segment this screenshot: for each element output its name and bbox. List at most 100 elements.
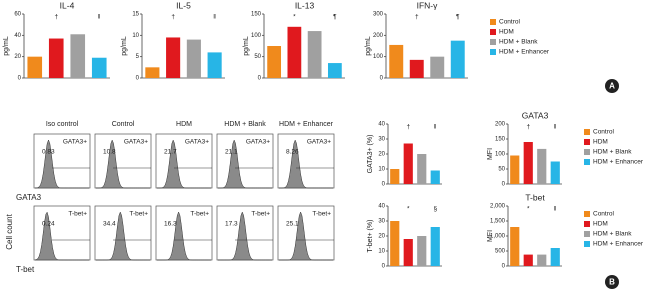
y-axis-label: GATA3+ (%) <box>367 135 374 174</box>
y-tick-label: 10 <box>378 167 385 173</box>
y-axis-label: pg/mL <box>243 36 250 56</box>
gate-value: 17.3 <box>225 221 238 228</box>
y-axis-label: T-bet+ (%) <box>367 220 374 253</box>
legend-label: HDM + Enhancer <box>593 241 644 248</box>
column-label: HDM <box>176 121 192 128</box>
y-tick-label: 30 <box>378 137 385 143</box>
panel-badge <box>605 275 619 289</box>
marker-label: T-bet <box>16 265 35 274</box>
chart-title: GATA3 <box>522 110 549 120</box>
y-axis-label: MFI <box>487 230 494 242</box>
bar <box>550 161 560 184</box>
bar <box>390 169 400 184</box>
bar <box>70 34 86 78</box>
gate-value: 0.83 <box>42 149 55 156</box>
y-tick-label: 100 <box>495 152 506 158</box>
y-tick-label: 200 <box>373 33 384 39</box>
flow-histogram <box>95 139 150 189</box>
gate-label: GATA3+ <box>307 139 331 146</box>
y-tick-label: 60 <box>14 12 21 18</box>
bar <box>145 67 160 78</box>
bar <box>267 46 282 78</box>
chart-title: IL-4 <box>60 0 75 10</box>
flow-y-label: Cell count <box>5 213 14 249</box>
bar <box>550 248 560 266</box>
gate-label: GATA3+ <box>63 139 87 146</box>
bar <box>166 37 181 78</box>
y-tick-label: 5 <box>136 54 140 60</box>
annotation: † <box>54 14 58 21</box>
panel-badge <box>605 79 619 93</box>
y-tick-label: 50 <box>498 167 505 173</box>
flow-frame <box>94 133 152 189</box>
annotation: † <box>406 124 410 131</box>
bar <box>186 39 201 78</box>
panel-label: A <box>609 82 615 91</box>
gate-value: 34.4 <box>103 221 116 228</box>
y-tick-label: 20 <box>378 152 385 158</box>
bar <box>430 56 445 78</box>
gate-value: 10.8 <box>103 149 116 156</box>
gate-label: GATA3+ <box>124 139 148 146</box>
bar <box>537 254 547 266</box>
y-axis-label: pg/mL <box>3 36 10 56</box>
annotation: ¶ <box>333 14 337 21</box>
chart-title: IL-5 <box>176 0 191 10</box>
y-tick-label: 2,000 <box>490 204 506 210</box>
bar <box>430 227 440 266</box>
y-tick-label: 20 <box>378 234 385 240</box>
gate-label: T-bet+ <box>129 211 148 218</box>
bar <box>27 56 43 78</box>
gate-label: T-bet+ <box>68 211 87 218</box>
legend-swatch <box>584 129 590 135</box>
bar <box>390 221 400 266</box>
bar <box>409 59 424 78</box>
flow-histogram <box>96 211 150 261</box>
legend-swatch <box>584 241 590 247</box>
y-tick-label: 40 <box>378 122 385 128</box>
chart-title: T-bet <box>525 192 545 202</box>
bar <box>287 26 302 78</box>
gate-label: T-bet+ <box>312 211 331 218</box>
legend-label: Control <box>593 129 615 136</box>
gate-label: GATA3+ <box>185 139 209 146</box>
y-axis-label: pg/mL <box>365 36 372 56</box>
gate-value: 8.26 <box>286 149 299 156</box>
column-label: Iso control <box>46 121 79 128</box>
legend-label: HDM <box>593 139 608 146</box>
annotation: † <box>171 14 175 21</box>
legend-swatch <box>584 221 590 227</box>
legend-swatch <box>584 159 590 165</box>
flow-histogram <box>279 211 333 261</box>
y-tick-label: 200 <box>495 122 506 128</box>
flow-histogram <box>217 139 272 189</box>
y-tick-label: 150 <box>251 12 262 18</box>
legend-swatch <box>490 29 496 35</box>
legend-label: HDM + Enhancer <box>593 159 644 166</box>
bar <box>327 63 342 78</box>
chart-title: IL-13 <box>295 0 315 10</box>
legend-label: HDM + Blank <box>499 39 538 46</box>
y-tick-label: 0 <box>382 182 386 188</box>
flow-histogram <box>156 139 211 189</box>
y-tick-label: 30 <box>378 219 385 225</box>
bar <box>403 143 413 184</box>
legend-swatch <box>490 39 496 45</box>
bar <box>523 254 533 266</box>
bar <box>417 154 427 184</box>
bar <box>91 57 107 78</box>
y-tick-label: 40 <box>14 33 21 39</box>
y-tick-label: 1,000 <box>490 234 506 240</box>
legend-label: HDM <box>499 29 514 36</box>
y-tick-label: 150 <box>495 137 506 143</box>
gate-label: GATA3+ <box>246 139 270 146</box>
gate-label: T-bet+ <box>251 211 270 218</box>
bar <box>48 38 64 78</box>
y-tick-label: 0 <box>382 264 386 270</box>
bar <box>430 170 440 184</box>
y-tick-label: 40 <box>378 204 385 210</box>
annotation: * <box>407 206 410 213</box>
y-tick-label: 50 <box>254 54 261 60</box>
legend-label: HDM + Enhancer <box>499 49 550 56</box>
flow-histogram <box>157 211 211 261</box>
